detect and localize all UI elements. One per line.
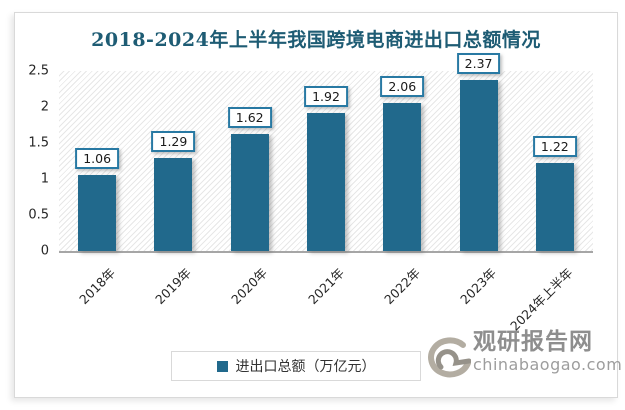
x-tick-label-2018年: 2018年 bbox=[75, 265, 118, 308]
data-label-2019年: 1.29 bbox=[151, 131, 196, 152]
watermark-brand: 观研报告网 bbox=[473, 329, 593, 355]
y-tick-label: 1.5 bbox=[28, 135, 49, 151]
chart-title: 2018-2024年上半年我国跨境电商进出口总额情况 bbox=[91, 29, 541, 51]
y-tick-label: 1 bbox=[40, 171, 49, 187]
x-tick-label-2022年: 2022年 bbox=[381, 265, 424, 308]
plot-area: 1.06 1.29 1.62 1.92 2.06 2.37 1.22 bbox=[59, 53, 593, 253]
data-label-2020年: 1.62 bbox=[227, 107, 272, 128]
bar-2024年上半年 bbox=[535, 163, 574, 251]
x-tick-label-2024年上半年: 2024年上半年 bbox=[507, 265, 576, 334]
legend-swatch-icon bbox=[216, 360, 228, 372]
data-label-2021年: 1.92 bbox=[304, 86, 348, 107]
x-tick-label-2021年: 2021年 bbox=[304, 265, 347, 308]
y-tick-label: 2.5 bbox=[28, 63, 49, 79]
y-tick-label: 0.5 bbox=[28, 207, 49, 223]
x-tick-label-2020年: 2020年 bbox=[228, 265, 271, 308]
y-axis: 0 0.5 1 1.5 2 2.5 bbox=[15, 64, 55, 259]
bar-2022年 bbox=[383, 103, 422, 251]
data-label-2023年: 2.37 bbox=[456, 53, 501, 74]
data-label-2022年: 2.06 bbox=[380, 76, 425, 97]
bar-2020年 bbox=[230, 134, 269, 251]
y-tick-label: 2 bbox=[40, 99, 49, 115]
bar-2021年 bbox=[307, 113, 345, 251]
chart-card: 2018-2024年上半年我国跨境电商进出口总额情况 0 0.5 1 1.5 2 2.5 … bbox=[14, 12, 622, 398]
y-tick-label: 0 bbox=[40, 243, 49, 259]
x-tick-label-2019年: 2019年 bbox=[152, 265, 195, 308]
legend: 进出口总额（万亿元） bbox=[171, 351, 421, 381]
bar-2023年 bbox=[459, 80, 498, 251]
data-label-2018年: 1.06 bbox=[75, 148, 120, 169]
watermark: 观研报告网 chinabaogao.com bbox=[423, 329, 622, 393]
swirl-logo-icon bbox=[428, 337, 471, 378]
watermark-domain: chinabaogao.com bbox=[473, 355, 623, 374]
legend-label: 进出口总额（万亿元） bbox=[235, 359, 376, 375]
bar-2018年 bbox=[78, 175, 117, 251]
x-tick-label-2023年: 2023年 bbox=[457, 265, 500, 308]
data-label-2024年上半年: 1.22 bbox=[532, 136, 577, 157]
bar-2019年 bbox=[154, 158, 193, 251]
